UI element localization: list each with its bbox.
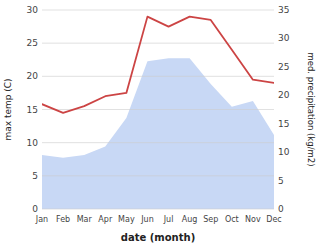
y-tick-label: 10: [27, 138, 39, 148]
y2-tick-label: 15: [278, 119, 289, 129]
y2-axis-label: med. precipitation (kg/m2): [306, 52, 316, 166]
x-tick-label: Feb: [56, 215, 70, 224]
y2-tick-label: 30: [278, 33, 290, 43]
y-tick-label: 0: [32, 204, 38, 214]
chart-container: 0 5 10 15 20 25 30 0 5 10 15 20 25 30 35 Jan Feb Mar Apr Ma…: [0, 0, 318, 247]
y2-tick-label: 35: [278, 5, 289, 15]
x-tick-label: Jul: [163, 215, 174, 224]
x-tick-label: Nov: [245, 215, 261, 224]
x-tick-label: Apr: [98, 215, 113, 224]
x-axis-label: date (month): [121, 232, 195, 243]
y-tick-label: 25: [27, 38, 38, 48]
grid-line: [42, 142, 274, 143]
grid-line: [42, 10, 274, 11]
precipitation-area: [42, 58, 274, 209]
x-tick-label: Jan: [35, 215, 48, 224]
chart: 0 5 10 15 20 25 30 0 5 10 15 20 25 30 35 Jan Feb Mar Apr Ma…: [0, 0, 318, 247]
y2-tick-label: 0: [278, 204, 284, 214]
x-tick-label: May: [118, 215, 135, 224]
y-tick-label: 5: [32, 171, 38, 181]
y-axis-label: max temp (C): [3, 78, 13, 140]
plot-area: [42, 58, 274, 209]
grid-line: [42, 43, 274, 44]
x-tick-label: Sep: [203, 215, 218, 224]
axes: 0 5 10 15 20 25 30 0 5 10 15 20 25 30 35 Jan Feb Mar Apr Ma…: [3, 5, 316, 243]
y-tick-label: 20: [27, 71, 39, 81]
y2-tick-label: 10: [278, 147, 290, 157]
x-tick-label: Jun: [140, 215, 154, 224]
grid: [42, 10, 274, 209]
y2-tick-label: 20: [278, 90, 290, 100]
y2-tick-label: 5: [278, 176, 284, 186]
x-tick-label: Dec: [266, 215, 281, 224]
line-layer: [42, 17, 274, 113]
y-tick-label: 15: [27, 105, 38, 115]
temperature-line: [42, 17, 274, 113]
x-tick-label: Mar: [77, 215, 93, 224]
grid-line: [42, 76, 274, 77]
x-tick-label: Oct: [225, 215, 239, 224]
x-tick-label: Aug: [182, 215, 198, 224]
y2-tick-label: 25: [278, 62, 289, 72]
y-tick-label: 30: [27, 5, 39, 15]
grid-line: [42, 175, 274, 176]
grid-line: [42, 209, 274, 210]
